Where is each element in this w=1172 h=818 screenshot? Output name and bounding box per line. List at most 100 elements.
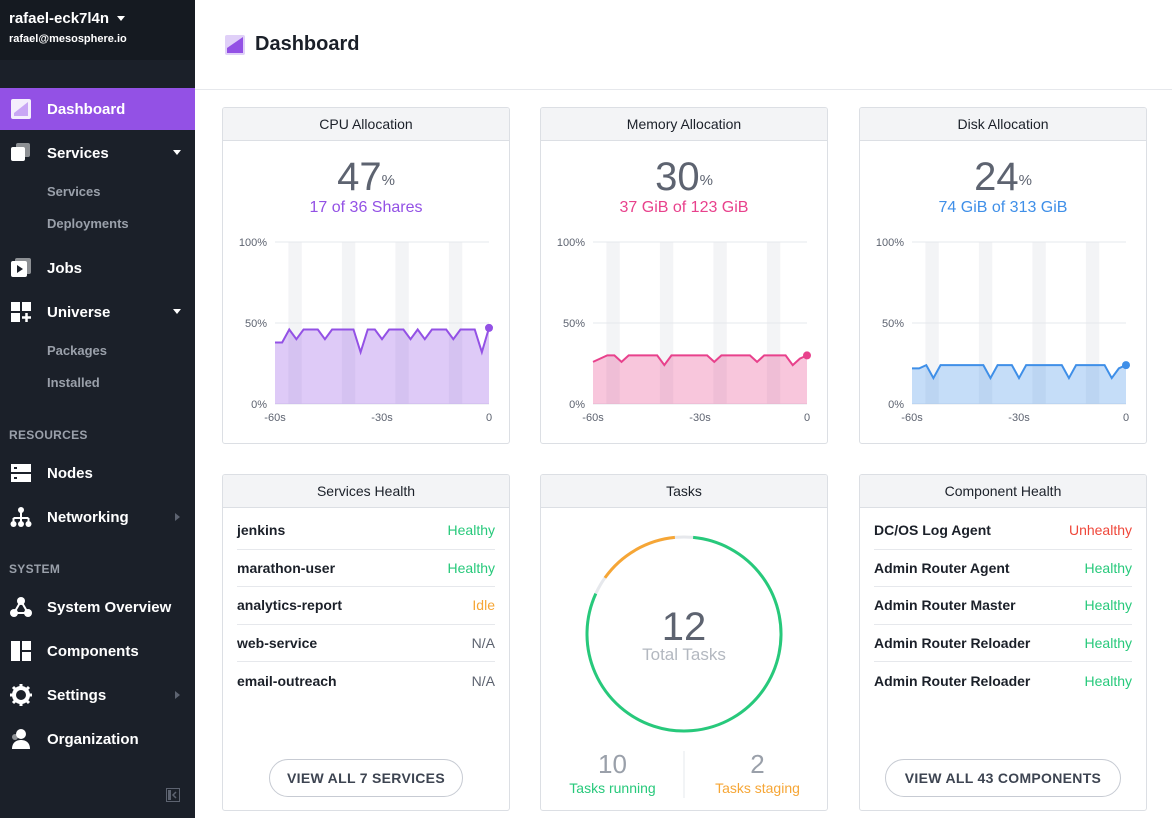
component-row[interactable]: DC/OS Log Agent Unhealthy [874, 512, 1132, 550]
component-health-panel: Component Health DC/OS Log Agent Unhealth… [859, 474, 1147, 811]
total-tasks-count: 12 [661, 605, 707, 649]
series-end-point [803, 351, 811, 360]
sidebar-subitem-packages[interactable]: Packages [47, 343, 107, 358]
y-tick-label: 50% [245, 318, 267, 330]
sidebar-item-settings[interactable]: Settings [0, 674, 195, 716]
x-tick-label: -30s [689, 412, 711, 424]
sidebar-item-components[interactable]: Components [0, 630, 195, 672]
sidebar-item-services[interactable]: Services [0, 132, 195, 174]
component-row-name: DC/OS Log Agent [874, 522, 991, 539]
component-row-name: Admin Router Reloader [874, 672, 1031, 689]
tasks-staging: 2 Tasks staging [686, 749, 827, 796]
panel-title: CPU Allocation [223, 108, 509, 141]
sidebar-item-networking[interactable]: Networking [0, 496, 195, 538]
component-health-list: DC/OS Log Agent Unhealthy Admin Router Age… [860, 512, 1146, 700]
services-health-list: jenkins Healthy marathon-user Healthy analyt… [223, 512, 509, 700]
service-row[interactable]: web-service N/A [237, 625, 495, 662]
component-row-name: Admin Router Master [874, 597, 1016, 614]
nodes-icon [10, 462, 32, 484]
series-end-point [1122, 361, 1130, 370]
section-label-system: SYSTEM [9, 562, 61, 576]
y-tick-label: 0% [251, 399, 267, 411]
ring-running-segment [585, 535, 783, 733]
view-all-services-button[interactable]: VIEW ALL 7 SERVICES [269, 759, 463, 797]
sidebar-item-nodes[interactable]: Nodes [0, 452, 195, 494]
tasks-ring-chart [585, 535, 783, 798]
series-area [912, 365, 1126, 404]
y-tick-label: 100% [239, 237, 267, 249]
service-row-name: web-service [237, 634, 318, 651]
tasks-running-count: 10 [598, 749, 627, 779]
sidebar-item-dashboard[interactable]: Dashboard [0, 88, 195, 130]
tasks-running: 10 Tasks running [541, 749, 684, 796]
cpu-subtitle: 17 of 36 Shares [309, 199, 423, 216]
sidebar-item-label: Settings [47, 686, 107, 704]
series-line [592, 354, 808, 367]
sidebar-item-label: System Overview [47, 598, 172, 616]
component-row[interactable]: Admin Router Reloader Healthy [874, 662, 1132, 700]
service-row[interactable]: analytics-report Idle [237, 587, 495, 625]
sidebar-item-label: Universe [47, 303, 111, 321]
service-row[interactable]: email-outreach N/A [237, 662, 495, 700]
sidebar-item-jobs[interactable]: Jobs [0, 247, 195, 289]
sidebar-item-label: Nodes [47, 464, 93, 482]
status-badge: Healthy [1084, 559, 1132, 576]
caret-down-icon [117, 16, 126, 21]
sidebar-item-label: Organization [47, 730, 139, 748]
system-overview-icon [10, 596, 32, 618]
sidebar-subitem-deployments[interactable]: Deployments [47, 216, 129, 231]
chevron-down-icon [173, 150, 181, 155]
component-row[interactable]: Admin Router Master Healthy [874, 587, 1132, 625]
section-label-resources: RESOURCES [9, 428, 88, 442]
x-tick-label: -60s [264, 412, 286, 424]
disk-chart: 100% 50% 0%-60s -30s 0 [876, 237, 1130, 424]
x-tick-label: -60s [582, 412, 604, 424]
tasks-staging-label: Tasks staging [715, 780, 800, 796]
chevron-right-icon [175, 691, 180, 699]
panel-title: Disk Allocation [860, 108, 1146, 141]
panel-title: Services Health [223, 475, 509, 508]
service-row-name: marathon-user [237, 559, 336, 576]
panel-title: Memory Allocation [541, 108, 827, 141]
services-health-panel: Services Health jenkins Healthy marathon-u… [222, 474, 510, 811]
chevron-down-icon [173, 309, 181, 314]
user-menu[interactable]: rafael-eck7l4n rafael@mesosphere.io [0, 0, 195, 60]
sidebar-item-organization[interactable]: Organization [0, 718, 195, 760]
sidebar-subitem-installed[interactable]: Installed [47, 375, 100, 390]
dashboard-icon [10, 98, 32, 120]
service-row-name: email-outreach [237, 672, 337, 689]
y-tick-label: 0% [888, 399, 904, 411]
series-area [275, 327, 489, 404]
component-row-name: Admin Router Reloader [874, 634, 1031, 651]
y-tick-label: 100% [876, 237, 904, 249]
sidebar-subitem-services[interactable]: Services [47, 184, 101, 199]
cpu-allocation-panel: CPU Allocation 47% 17 of 36 Shares 100% 5… [222, 107, 510, 444]
view-all-components-button[interactable]: VIEW ALL 43 COMPONENTS [885, 759, 1121, 797]
x-tick-label: 0 [486, 412, 492, 424]
status-badge: Healthy [447, 522, 495, 539]
service-row[interactable]: marathon-user Healthy [237, 550, 495, 587]
services-icon [10, 142, 32, 164]
component-row[interactable]: Admin Router Agent Healthy [874, 550, 1132, 587]
sidebar-item-universe[interactable]: Universe [0, 291, 195, 333]
x-tick-label: -30s [1008, 412, 1030, 424]
series-end-point [485, 323, 493, 332]
memory-allocation-panel: Memory Allocation 30% 37 GiB of 123 GiB … [540, 107, 828, 444]
organization-icon [10, 728, 32, 750]
status-badge: Unhealthy [1068, 522, 1132, 539]
disk-subtitle: 74 GiB of 313 GiB [938, 199, 1068, 216]
service-row[interactable]: jenkins Healthy [237, 512, 495, 550]
x-tick-label: 0 [804, 412, 810, 424]
chevron-right-icon [175, 513, 180, 521]
series-area [593, 355, 807, 404]
status-badge: Healthy [1084, 672, 1132, 689]
x-tick-label: -60s [901, 412, 923, 424]
sidebar-item-label: Dashboard [47, 100, 126, 118]
collapse-sidebar-icon[interactable] [166, 788, 180, 802]
dashboard-icon [225, 34, 245, 55]
sidebar-item-system-overview[interactable]: System Overview [0, 586, 195, 628]
user-email: rafael@mesosphere.io [9, 33, 127, 45]
page-header: Dashboard [195, 0, 1172, 90]
component-row[interactable]: Admin Router Reloader Healthy [874, 625, 1132, 662]
series-line [275, 327, 490, 356]
